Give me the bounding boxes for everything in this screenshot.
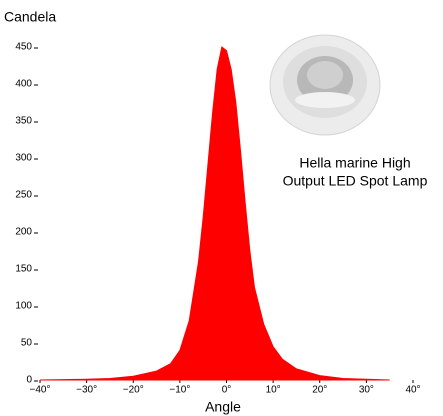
y-tick-label: 150 xyxy=(15,264,32,275)
x-tick-label: −30° xyxy=(76,385,97,396)
y-tick-label: 200 xyxy=(15,227,32,238)
x-tick-label: −40° xyxy=(30,385,51,396)
x-axis-label: Angle xyxy=(205,399,241,415)
x-tick-label: 30° xyxy=(359,385,374,396)
y-tick-label: 450 xyxy=(15,42,32,53)
y-tick-label: 250 xyxy=(15,190,32,201)
y-tick-label: 300 xyxy=(15,153,32,164)
x-tick-label: −10° xyxy=(169,385,190,396)
area xyxy=(39,46,390,381)
x-tick-label: 0° xyxy=(222,385,232,396)
lamp-image xyxy=(269,34,381,136)
y-axis-label: Candela xyxy=(4,9,56,25)
y-tick-label: 350 xyxy=(15,116,32,127)
annotation: Output LED Spot Lamp xyxy=(283,173,428,189)
x-tick-label: 10° xyxy=(266,385,281,396)
x-tick-label: −20° xyxy=(123,385,144,396)
x-tick-label: 20° xyxy=(312,385,327,396)
y-tick-label: 50 xyxy=(21,338,33,349)
x-tick-label: 40° xyxy=(405,385,420,396)
y-tick-label: 400 xyxy=(15,79,32,90)
annotation: Hella marine High xyxy=(299,155,410,171)
y-tick-label: 100 xyxy=(15,301,32,312)
y-tick-label: 0 xyxy=(26,375,32,386)
